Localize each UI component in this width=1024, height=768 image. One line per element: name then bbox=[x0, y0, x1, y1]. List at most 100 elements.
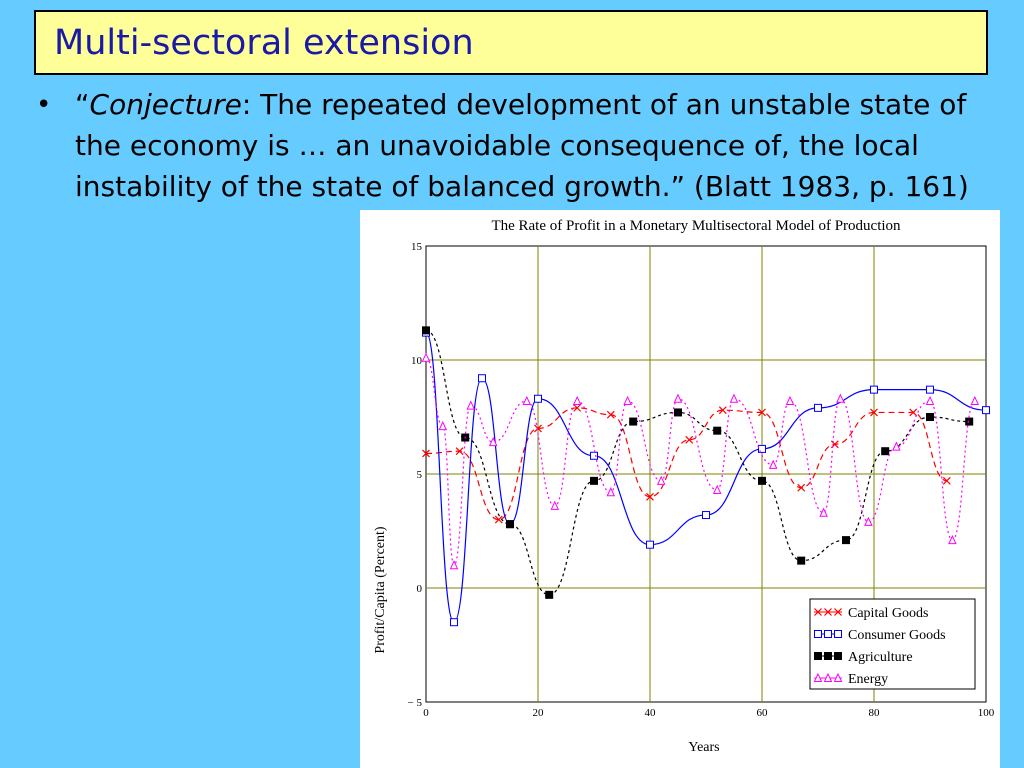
data-point-marker bbox=[673, 393, 683, 403]
legend-entry: Capital Goods bbox=[814, 606, 929, 621]
data-point-marker bbox=[926, 413, 934, 421]
data-point-marker bbox=[712, 484, 722, 494]
series-line bbox=[425, 357, 976, 566]
legend-label: Capital Goods bbox=[848, 606, 929, 621]
data-point-marker bbox=[629, 417, 638, 426]
data-point-marker bbox=[982, 406, 990, 415]
data-point-marker bbox=[824, 630, 832, 638]
quote-open-mark: “ bbox=[75, 88, 90, 121]
data-point-marker bbox=[674, 408, 682, 417]
x-axis-label: Years bbox=[688, 740, 719, 755]
data-point-marker bbox=[758, 444, 766, 453]
series-line bbox=[425, 407, 947, 521]
legend-label: Agriculture bbox=[848, 650, 913, 665]
data-point-marker bbox=[522, 395, 532, 406]
quote-body: : The repeated development of an unstabl… bbox=[75, 88, 969, 203]
series-lines bbox=[421, 326, 990, 627]
x-tick-label: 80 bbox=[869, 707, 881, 719]
data-point-marker bbox=[814, 630, 822, 638]
data-point-marker bbox=[948, 534, 957, 545]
data-point-marker bbox=[718, 406, 727, 415]
data-point-marker bbox=[656, 475, 666, 485]
y-tick-label: 10 bbox=[411, 355, 423, 367]
series-capital-goods bbox=[422, 403, 951, 524]
data-point-marker bbox=[926, 385, 934, 394]
data-point-marker bbox=[824, 652, 832, 660]
data-point-marker bbox=[450, 618, 458, 627]
data-point-marker bbox=[534, 394, 542, 403]
data-point-marker bbox=[842, 536, 850, 545]
data-point-marker bbox=[422, 326, 430, 335]
data-point-marker bbox=[836, 393, 845, 403]
data-point-marker bbox=[646, 492, 654, 501]
data-point-marker bbox=[823, 672, 833, 682]
data-point-marker bbox=[590, 451, 598, 460]
data-point-marker bbox=[870, 385, 878, 394]
legend-entry: Consumer Goods bbox=[814, 628, 946, 643]
data-point-marker bbox=[785, 395, 795, 406]
data-point-marker bbox=[833, 672, 843, 682]
data-point-marker bbox=[713, 426, 722, 435]
data-point-marker bbox=[814, 403, 822, 412]
data-point-marker bbox=[422, 449, 430, 458]
data-point-marker bbox=[646, 540, 654, 549]
x-tick-label: 0 bbox=[423, 707, 429, 719]
data-point-marker bbox=[881, 447, 890, 456]
y-tick-label: − 5 bbox=[408, 697, 423, 709]
quote-italic-word: Conjecture bbox=[89, 88, 242, 121]
data-point-marker bbox=[965, 417, 974, 426]
legend-label: Energy bbox=[848, 672, 888, 687]
data-point-marker bbox=[494, 515, 503, 524]
x-tick-label: 40 bbox=[645, 707, 657, 719]
data-point-marker bbox=[909, 408, 918, 417]
data-point-marker bbox=[834, 652, 842, 660]
data-point-marker bbox=[797, 483, 806, 492]
data-point-marker bbox=[834, 608, 842, 616]
data-point-marker bbox=[573, 403, 582, 412]
y-tick-label: 15 bbox=[411, 241, 423, 253]
data-point-marker bbox=[623, 395, 632, 406]
x-tick-label: 60 bbox=[757, 707, 769, 719]
data-point-marker bbox=[813, 672, 823, 682]
legend: Capital Goods Consumer Goods Agriculture En… bbox=[809, 598, 976, 690]
data-point-marker bbox=[550, 500, 560, 510]
chart-panel: The Rate of Profit in a Monetary Multise… bbox=[360, 210, 1000, 768]
data-point-marker bbox=[702, 511, 710, 520]
data-point-marker bbox=[768, 459, 778, 469]
data-point-marker bbox=[506, 520, 514, 529]
quote-text: “Conjecture: The repeated development of… bbox=[75, 84, 1005, 207]
data-point-marker bbox=[925, 395, 935, 406]
bullet-point: • bbox=[36, 90, 52, 120]
y-axis-label: Profit/Capita (Percent) bbox=[373, 526, 388, 653]
y-tick-label: 0 bbox=[417, 583, 423, 595]
data-point-marker bbox=[870, 408, 878, 417]
data-point-marker bbox=[797, 556, 806, 565]
data-point-marker bbox=[478, 374, 486, 383]
data-point-marker bbox=[488, 436, 498, 447]
y-tick-label: 5 bbox=[417, 469, 423, 481]
data-point-marker bbox=[606, 410, 615, 419]
data-point-marker bbox=[534, 424, 542, 433]
legend-label: Consumer Goods bbox=[848, 628, 946, 643]
data-point-marker bbox=[814, 652, 822, 660]
data-point-marker bbox=[970, 395, 980, 406]
data-point-marker bbox=[466, 400, 476, 410]
data-point-marker bbox=[830, 440, 839, 449]
data-point-marker bbox=[590, 476, 598, 485]
data-point-marker bbox=[545, 590, 554, 599]
slide-title: Multi-sectoral extension bbox=[54, 23, 474, 63]
data-point-marker bbox=[758, 408, 766, 417]
data-point-marker bbox=[892, 441, 901, 451]
legend-entry: Energy bbox=[813, 672, 888, 687]
data-point-marker bbox=[606, 487, 616, 497]
title-box: Multi-sectoral extension bbox=[34, 10, 988, 75]
x-tick-label: 100 bbox=[978, 707, 995, 719]
series-energy bbox=[421, 352, 980, 570]
data-point-marker bbox=[864, 516, 873, 526]
series-agriculture bbox=[422, 326, 974, 599]
data-point-marker bbox=[824, 608, 832, 616]
x-tick-label: 20 bbox=[533, 707, 545, 719]
chart-title: The Rate of Profit in a Monetary Multise… bbox=[491, 218, 901, 234]
data-point-marker bbox=[729, 393, 739, 403]
profit-rate-chart: The Rate of Profit in a Monetary Multise… bbox=[373, 218, 995, 755]
